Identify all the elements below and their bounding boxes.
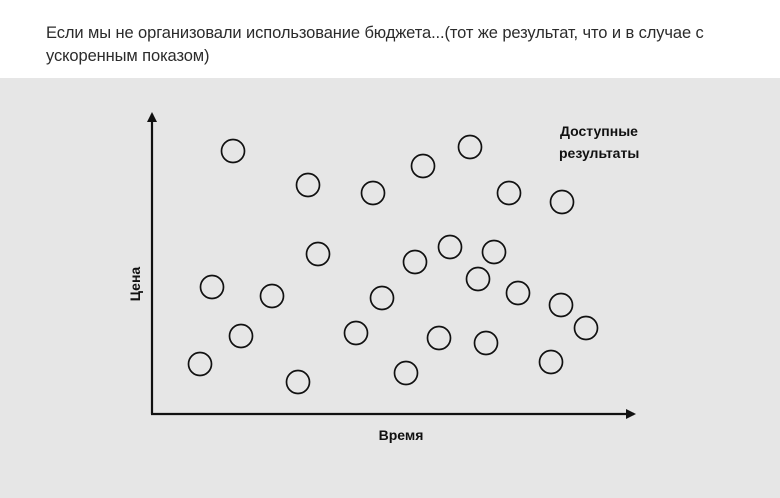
result-point — [402, 249, 428, 275]
result-point — [410, 153, 436, 179]
result-point — [573, 315, 599, 341]
result-point — [457, 134, 483, 160]
result-point — [295, 172, 321, 198]
result-point — [259, 283, 285, 309]
diagram-panel — [0, 78, 780, 498]
result-point — [505, 280, 531, 306]
result-point — [369, 285, 395, 311]
y-axis-label: Цена — [127, 267, 143, 302]
result-point — [393, 360, 419, 386]
result-point — [305, 241, 331, 267]
header: Если мы не организовали использование бю… — [0, 0, 780, 76]
result-point — [496, 180, 522, 206]
result-point — [538, 349, 564, 375]
result-point — [481, 239, 507, 265]
diagram: Цена Время Доступные результаты — [127, 112, 639, 443]
result-point — [220, 138, 246, 164]
result-point — [437, 234, 463, 260]
result-point — [199, 274, 225, 300]
result-points — [187, 134, 599, 395]
x-axis-label: Время — [379, 427, 424, 443]
legend-line-1: Доступные — [560, 123, 638, 139]
result-point — [285, 369, 311, 395]
result-point — [360, 180, 386, 206]
result-point — [426, 325, 452, 351]
result-point — [228, 323, 254, 349]
result-point — [465, 266, 491, 292]
result-point — [548, 292, 574, 318]
result-point — [343, 320, 369, 346]
result-point — [187, 351, 213, 377]
result-point — [473, 330, 499, 356]
legend-line-2: результаты — [559, 145, 639, 161]
header-text: Если мы не организовали использование бю… — [46, 24, 704, 65]
result-point — [549, 189, 575, 215]
